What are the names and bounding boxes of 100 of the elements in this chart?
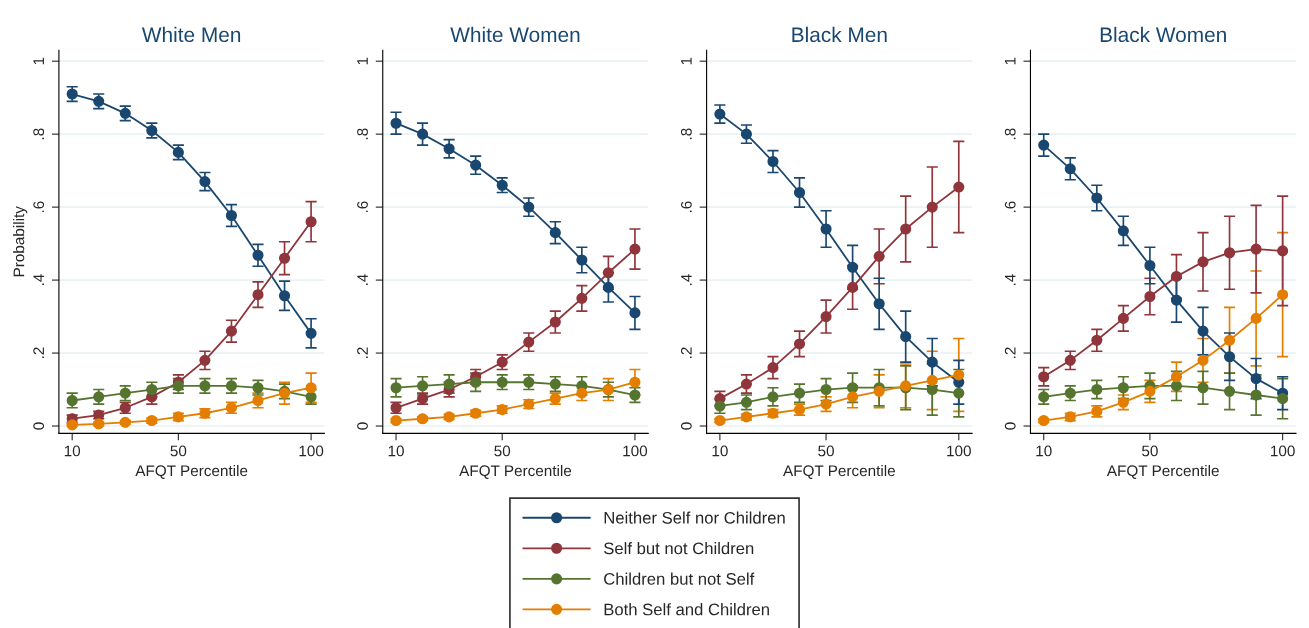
point	[1038, 414, 1050, 427]
point	[1170, 270, 1183, 282]
point	[1250, 312, 1262, 324]
x-tick-label: 10	[1036, 445, 1052, 457]
y-tick-label: .4	[33, 274, 44, 286]
point	[576, 254, 588, 266]
point	[1064, 163, 1076, 175]
x-tick-label: 50	[818, 445, 834, 457]
y-axis-title: Probability	[13, 206, 28, 277]
point	[820, 311, 832, 323]
point	[1117, 225, 1129, 237]
point	[793, 387, 806, 399]
point	[119, 416, 131, 428]
point	[714, 108, 726, 120]
point	[1038, 371, 1050, 383]
x-tick-label: 50	[1142, 445, 1158, 457]
point	[199, 176, 211, 188]
point	[1277, 393, 1289, 405]
x-axis-title: AFQT Percentile	[135, 464, 248, 479]
point	[1170, 380, 1183, 392]
x-axis-title: AFQT Percentile	[459, 464, 572, 479]
y-tick-label: .6	[680, 201, 692, 213]
x-tick-label: 10	[712, 445, 728, 457]
x-axis-title: AFQT Percentile	[783, 464, 895, 479]
point	[1223, 247, 1236, 259]
point	[820, 223, 832, 235]
point	[549, 316, 561, 328]
point	[793, 338, 806, 350]
legend-label: Neither Self nor Children	[604, 511, 785, 524]
point	[305, 216, 317, 228]
point	[714, 414, 726, 427]
point	[602, 267, 614, 279]
y-tick-label: .4	[1004, 274, 1016, 286]
y-tick-label: .8	[1004, 128, 1016, 140]
point	[1197, 382, 1209, 394]
y-tick-label: .4	[357, 274, 368, 286]
point	[740, 378, 752, 390]
point	[470, 376, 482, 388]
y-tick-label: .8	[33, 128, 45, 140]
point	[1144, 385, 1156, 397]
legend-label: Both Self and Children	[604, 603, 769, 616]
point	[926, 374, 938, 386]
x-tick-label: 10	[64, 445, 81, 457]
point	[767, 391, 779, 403]
point	[390, 117, 402, 129]
y-tick-label: .2	[680, 347, 692, 359]
point	[873, 250, 885, 262]
x-tick-label: 100	[623, 445, 648, 457]
point	[523, 201, 535, 213]
point	[820, 383, 832, 396]
point	[417, 128, 429, 140]
point	[1117, 312, 1129, 324]
point	[417, 413, 429, 425]
point	[602, 281, 614, 293]
y-tick-label: 1	[1004, 57, 1016, 65]
point	[847, 281, 859, 293]
point	[1117, 382, 1129, 394]
point	[847, 261, 859, 273]
point	[1223, 385, 1236, 397]
y-tick-label: 1	[33, 57, 44, 65]
point	[417, 380, 429, 392]
point	[900, 223, 912, 235]
point	[278, 290, 291, 302]
point	[847, 382, 859, 394]
y-tick-label: 0	[680, 422, 692, 430]
point	[225, 209, 238, 222]
point	[873, 298, 885, 310]
point	[390, 414, 402, 427]
x-tick-label: 100	[947, 445, 971, 457]
x-axis-title: AFQT Percentile	[1106, 464, 1219, 479]
point	[1250, 389, 1262, 401]
point	[1277, 289, 1289, 301]
y-tick-label: 1	[681, 57, 692, 65]
point	[1091, 334, 1103, 346]
x-tick-label: 10	[388, 445, 404, 457]
legend-label: Self but not Children	[604, 542, 754, 555]
point	[443, 378, 455, 390]
point	[953, 387, 965, 399]
point	[1038, 139, 1050, 151]
y-tick-label: .2	[1004, 347, 1016, 359]
y-tick-label: 0	[33, 422, 45, 430]
y-tick-label: .6	[33, 201, 45, 213]
point	[252, 249, 264, 261]
point	[390, 382, 402, 394]
x-tick-label: 100	[299, 445, 324, 457]
x-tick-label: 50	[494, 445, 511, 457]
point	[66, 419, 78, 431]
point	[1170, 294, 1183, 306]
point	[767, 362, 779, 374]
point	[629, 243, 641, 255]
point	[1144, 290, 1156, 303]
point	[1197, 325, 1209, 337]
point	[1197, 256, 1209, 268]
y-tick-label: .6	[1004, 201, 1016, 213]
point	[629, 376, 641, 388]
point	[926, 201, 938, 213]
point	[225, 325, 238, 337]
y-tick-label: .4	[681, 274, 692, 286]
x-tick-label: 100	[1271, 445, 1295, 457]
point	[767, 155, 779, 168]
